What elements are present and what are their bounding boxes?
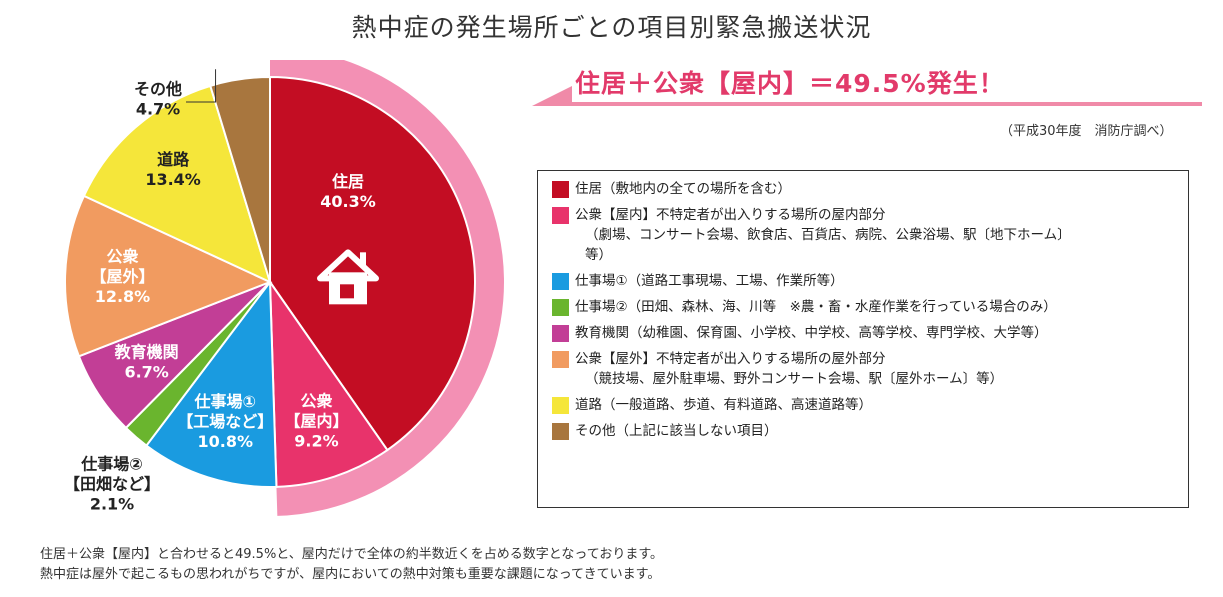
- slice-name-label: 【屋外】: [90, 267, 154, 286]
- banner-text: 住居＋公衆【屋内】＝49.5%発生！: [575, 69, 1005, 98]
- legend-swatch: [552, 273, 569, 290]
- slice-name-label: 【屋内】: [284, 412, 348, 431]
- legend-item: 道路（一般道路、歩道、有料道路、高速道路等）: [552, 395, 1188, 415]
- legend-text: 公衆【屋外】不特定者が出入りする場所の屋外部分: [575, 351, 886, 367]
- pie-chart: 住居40.3%公衆【屋内】9.2%仕事場①【工場など】10.8%教育機関6.7%…: [64, 60, 504, 516]
- legend-item: 仕事場①（道路工事現場、工場、作業所等）: [552, 271, 1188, 291]
- legend-item: 住居（敷地内の全ての場所を含む）: [552, 179, 1188, 199]
- footnote-line: 熱中症は屋外で起こるもの思われがちですが、屋内においての熱中対策も重要な課題にな…: [40, 567, 661, 582]
- slice-name-label: 【工場など】: [177, 412, 273, 431]
- legend-text: 公衆【屋内】不特定者が出入りする場所の屋内部分: [575, 207, 886, 223]
- legend-text: 仕事場①（道路工事現場、工場、作業所等）: [575, 273, 844, 289]
- pie-slice: [64, 194, 273, 358]
- slice-name-label: 仕事場②: [80, 455, 143, 474]
- legend-text: 教育機関（幼稚園、保育園、小学校、中学校、高等学校、専門学校、大学等）: [575, 325, 1048, 341]
- slice-label: 仕事場②【田畑など】2.1%: [64, 455, 160, 514]
- legend-swatch: [552, 207, 569, 224]
- legend-item: 公衆【屋内】不特定者が出入りする場所の屋内部分 （劇場、コンサート会場、飲食店、百…: [552, 205, 1188, 265]
- legend-text: 仕事場②（田畑、森林、海、川等 ※農・畜・水産作業を行っている場合のみ）: [575, 299, 1057, 315]
- footnote-line: 住居＋公衆【屋内】と合わせると49.5%と、屋内だけで全体の約半数近くを占める数…: [40, 547, 664, 562]
- slice-name-label: 【田畑など】: [64, 475, 160, 494]
- slice-name-label: 道路: [157, 150, 190, 169]
- slice-name-label: 住居: [332, 172, 364, 191]
- pie-slice: [209, 75, 271, 283]
- legend-text: （劇場、コンサート会場、飲食店、百貨店、病院、公衆浴場、駅〔地下ホーム〕: [585, 227, 1071, 243]
- pie-slice: [82, 84, 272, 284]
- legend-item: 教育機関（幼稚園、保育園、小学校、中学校、高等学校、専門学校、大学等）: [552, 323, 1188, 343]
- slice-label: 公衆【屋外】12.8%: [90, 247, 154, 306]
- legend-swatch: [552, 397, 569, 414]
- legend-swatch: [552, 423, 569, 440]
- slice-name-label: 仕事場①: [193, 392, 256, 411]
- page-title: 熱中症の発生場所ごとの項目別緊急搬送状況: [351, 13, 872, 42]
- legend-swatch: [552, 181, 569, 198]
- legend-swatch: [552, 351, 569, 368]
- legend: 住居（敷地内の全ての場所を含む） 公衆【屋内】不特定者が出入りする場所の屋内部分 （…: [537, 170, 1189, 508]
- legend-item: その他（上記に該当しない項目）: [552, 421, 1188, 441]
- legend-text: 等）: [585, 247, 612, 263]
- source-note: （平成30年度 消防庁調べ）: [1000, 124, 1173, 139]
- house-icon: [316, 249, 379, 305]
- slice-name-label: 公衆: [106, 247, 138, 266]
- legend-item: 仕事場②（田畑、森林、海、川等 ※農・畜・水産作業を行っている場合のみ）: [552, 297, 1188, 317]
- legend-text: 道路（一般道路、歩道、有料道路、高速道路等）: [575, 397, 872, 413]
- slice-name-label: 教育機関: [115, 343, 179, 362]
- slice-name-label: その他: [134, 80, 182, 99]
- slice-value-label: 12.8%: [95, 287, 151, 306]
- pie-slice: [268, 278, 389, 488]
- legend-swatch: [552, 325, 569, 342]
- legend-swatch: [552, 299, 569, 316]
- legend-text: 住居（敷地内の全ての場所を含む）: [575, 181, 791, 197]
- pie-slice: [269, 75, 476, 452]
- pie-slice: [144, 279, 278, 488]
- banner-background: [532, 86, 1202, 106]
- legend-item: 公衆【屋外】不特定者が出入りする場所の屋外部分 （競技場、屋外駐車場、野外コンサー…: [552, 349, 1188, 389]
- legend-text: （競技場、屋外駐車場、野外コンサート会場、駅〔屋外ホーム〕等）: [585, 371, 1004, 387]
- leader-line: [186, 69, 217, 103]
- slice-value-label: 4.7%: [136, 100, 180, 119]
- slice-value-label: 9.2%: [294, 432, 338, 451]
- legend-text: その他（上記に該当しない項目）: [575, 423, 778, 439]
- slice-label: 公衆【屋内】9.2%: [284, 392, 348, 451]
- slice-value-label: 2.1%: [90, 495, 134, 514]
- footnote: 住居＋公衆【屋内】と合わせると49.5%と、屋内だけで全体の約半数近くを占める数…: [40, 545, 663, 585]
- slice-value-label: 6.7%: [124, 363, 168, 382]
- slice-label: 仕事場①【工場など】10.8%: [177, 392, 273, 451]
- slice-value-label: 13.4%: [145, 170, 201, 189]
- slice-name-label: 公衆: [300, 392, 332, 411]
- slice-value-label: 40.3%: [320, 192, 376, 211]
- slice-value-label: 10.8%: [198, 432, 254, 451]
